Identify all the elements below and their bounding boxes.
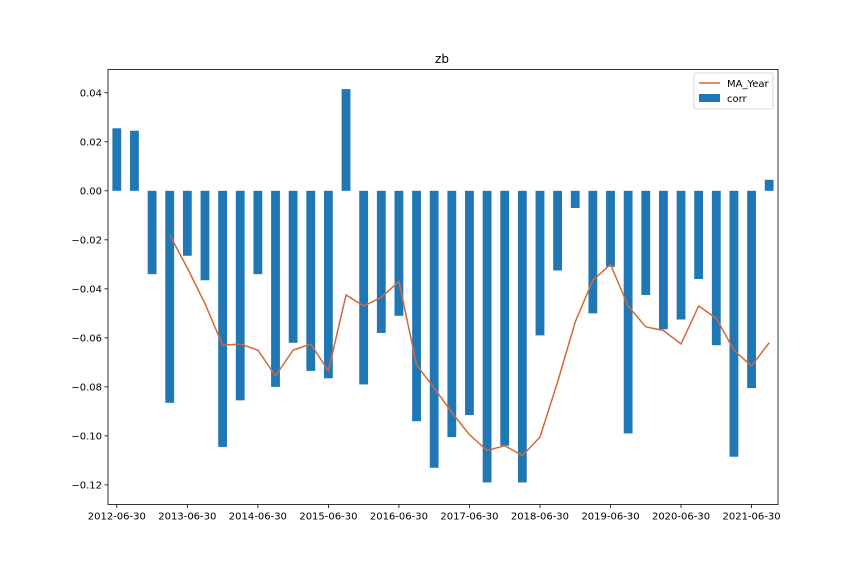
y-tick-label: 0.02 — [80, 137, 102, 148]
y-tick-label: −0.04 — [71, 284, 102, 295]
x-tick-label: 2020-06-30 — [652, 512, 710, 523]
x-tick-label: 2017-06-30 — [440, 512, 498, 523]
bar-corr — [165, 190, 175, 403]
y-tick-label: −0.08 — [71, 382, 102, 393]
bar-corr — [130, 130, 139, 191]
bar-corr — [253, 190, 263, 275]
bar-corr — [271, 190, 280, 387]
x-tick-label: 2012-06-30 — [88, 512, 146, 523]
bar-corr — [764, 179, 774, 191]
bar-corr — [341, 89, 351, 191]
bar-corr — [200, 190, 210, 281]
bar-corr — [182, 190, 192, 256]
bar-corr — [447, 190, 457, 438]
plot-frame — [107, 69, 779, 505]
bar-corr — [570, 190, 580, 208]
bar-corr — [359, 190, 369, 385]
bar-corr — [500, 190, 510, 446]
bar-corr — [394, 190, 404, 316]
bar-corr — [147, 190, 157, 275]
line-ma-year — [169, 234, 770, 457]
x-tick-label: 2019-06-30 — [581, 512, 639, 523]
legend: MA_Year corr — [693, 72, 774, 110]
x-tick-label: 2013-06-30 — [158, 512, 216, 523]
bar-corr — [553, 190, 563, 271]
bar-corr — [412, 190, 421, 422]
bar-corr — [429, 190, 439, 468]
bar-corr — [676, 190, 686, 320]
plot-area — [112, 89, 774, 483]
bar-corr — [623, 190, 633, 434]
legend-label-corr: corr — [727, 94, 748, 105]
bar-corr — [641, 190, 651, 295]
y-tick-label: 0.00 — [80, 186, 102, 197]
legend-bar-swatch — [699, 94, 720, 102]
bar-corr — [288, 190, 298, 343]
bar-corr — [218, 190, 228, 447]
bar-corr — [606, 190, 615, 267]
x-tick-label: 2015-06-30 — [299, 512, 357, 523]
y-tick-label: 0.04 — [80, 88, 102, 99]
bar-corr — [694, 190, 704, 280]
bar-corr — [112, 128, 122, 191]
bar-corr — [588, 190, 598, 314]
y-tick-label: −0.12 — [71, 480, 102, 491]
bar-corr — [747, 190, 756, 389]
x-tick-label: 2021-06-30 — [722, 512, 780, 523]
legend-label-ma-year: MA_Year — [727, 79, 770, 90]
x-tick-label: 2014-06-30 — [229, 512, 287, 523]
bar-corr — [517, 190, 527, 483]
bar-corr — [235, 190, 245, 401]
bar-corr — [658, 190, 668, 330]
bar-corr — [729, 190, 739, 457]
chart-title: zb — [435, 52, 449, 66]
bar-corr — [323, 190, 333, 379]
x-axis: 2012-06-30 2013-06-30 2014-06-30 2015-06-30… — [88, 504, 781, 523]
bar-corr — [376, 190, 386, 333]
y-tick-label: −0.02 — [71, 235, 102, 246]
bar-corr — [711, 190, 721, 346]
x-tick-label: 2016-06-30 — [370, 512, 428, 523]
bar-corr — [306, 190, 316, 371]
y-axis: 0.04 0.02 0.00 −0.02 −0.04 −0.06 −0.08 −0.10 −0.… — [71, 88, 108, 491]
bar-corr — [465, 190, 474, 416]
y-tick-label: −0.06 — [71, 333, 102, 344]
y-tick-label: −0.10 — [71, 431, 102, 442]
x-tick-label: 2018-06-30 — [511, 512, 569, 523]
bar-corr — [535, 190, 545, 336]
bar-corr — [482, 190, 492, 483]
